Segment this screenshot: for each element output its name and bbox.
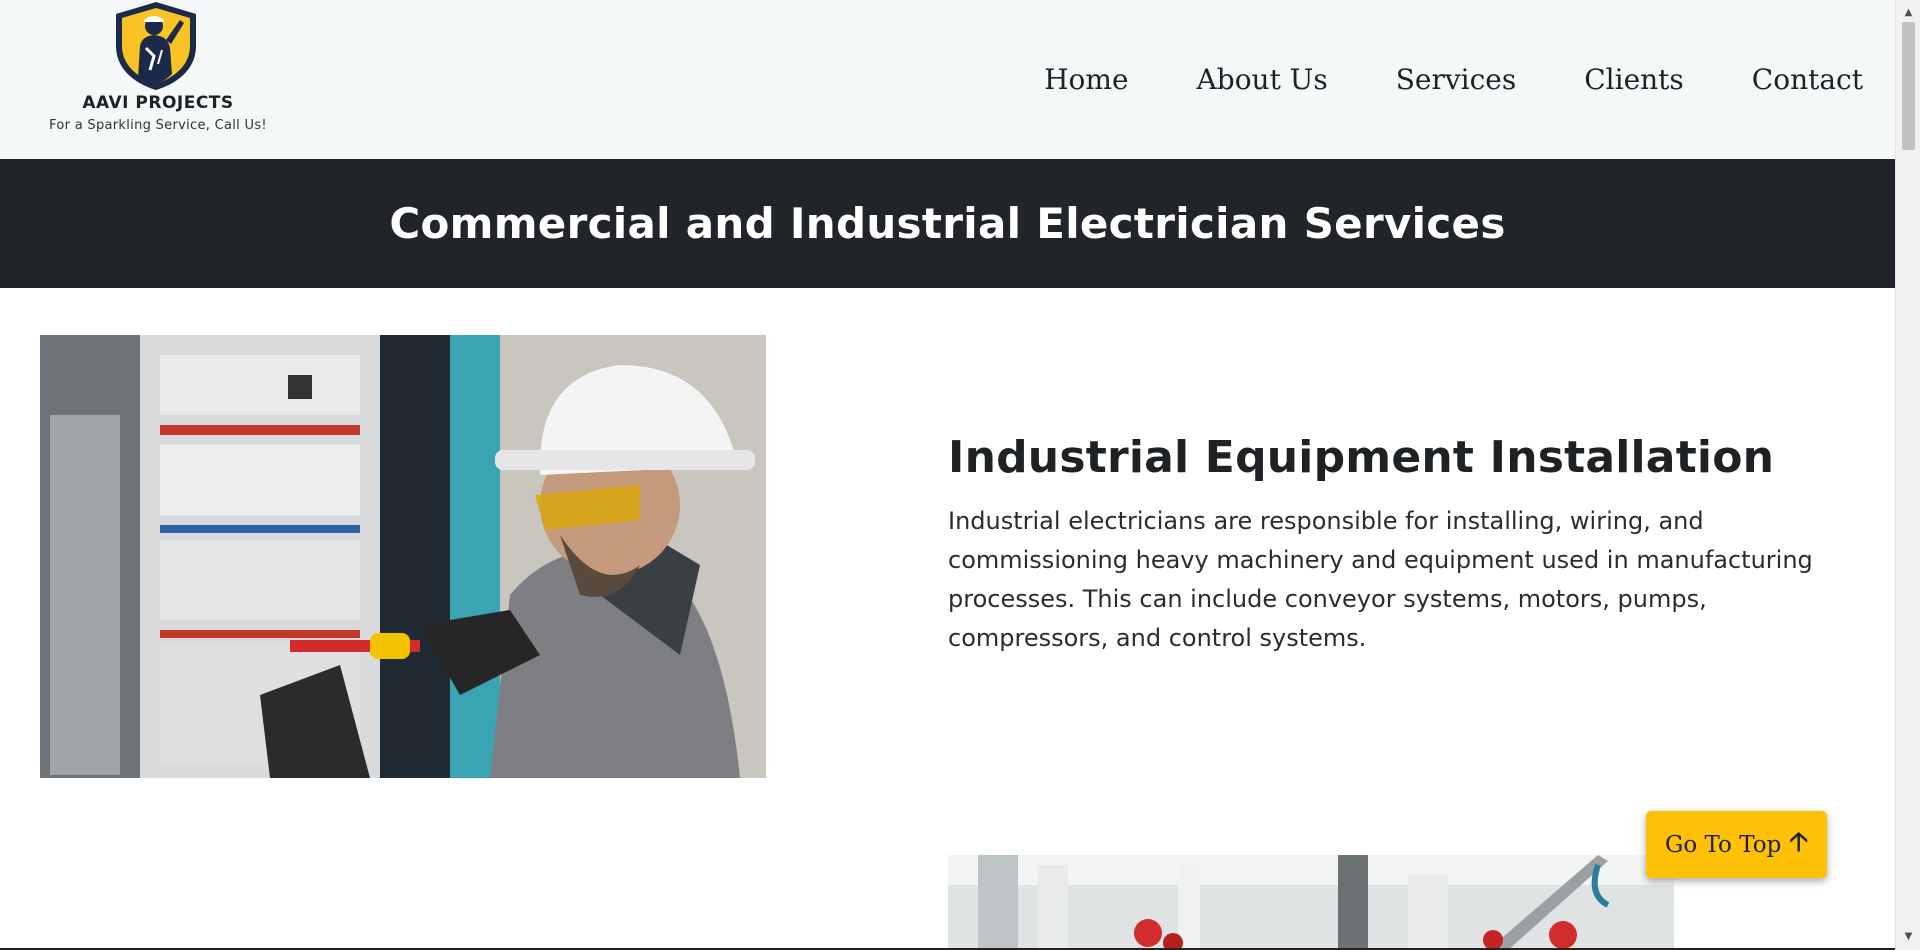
go-to-top-label: Go To Top [1664, 831, 1782, 858]
site-header: AAVI PROJECTS For a Sparkling Service, C… [0, 0, 1895, 159]
go-to-top-button[interactable]: Go To Top 🡡 [1646, 811, 1827, 878]
scroll-up-arrow-icon[interactable]: ▲ [1904, 7, 1913, 18]
scroll-down-arrow-icon[interactable]: ▼ [1904, 931, 1913, 942]
scrollbar-thumb[interactable] [1902, 22, 1915, 150]
vertical-scrollbar[interactable]: ▲ ▼ [1895, 0, 1920, 950]
nav-clients-link[interactable]: Clients [1584, 63, 1684, 96]
nav-services-link[interactable]: Services [1395, 63, 1517, 96]
brand-name: AAVI PROJECTS [82, 93, 234, 113]
brand-tagline: For a Sparkling Service, Call Us! [49, 118, 267, 133]
main-nav: Home About Us Services Clients Contact [976, 58, 1863, 102]
nav-about-us-link[interactable]: About Us [1196, 63, 1328, 96]
nav-home-link[interactable]: Home [1044, 63, 1129, 96]
service-title: Industrial Equipment Installation [948, 432, 1775, 483]
electrician-shield-logo [116, 2, 196, 90]
service-description: Industrial electricians are responsible … [948, 507, 1813, 652]
electrician-photo [40, 335, 766, 778]
arrow-up-icon: 🡡 [1789, 826, 1809, 857]
page-title-band: Commercial and Industrial Electrician Se… [0, 159, 1895, 288]
window-bottom-edge [0, 948, 1895, 950]
page-title: Commercial and Industrial Electrician Se… [389, 199, 1506, 248]
nav-contact-link[interactable]: Contact [1751, 63, 1863, 96]
brand[interactable]: AAVI PROJECTS For a Sparkling Service, C… [40, 0, 276, 140]
equipment-photo [948, 855, 1674, 950]
